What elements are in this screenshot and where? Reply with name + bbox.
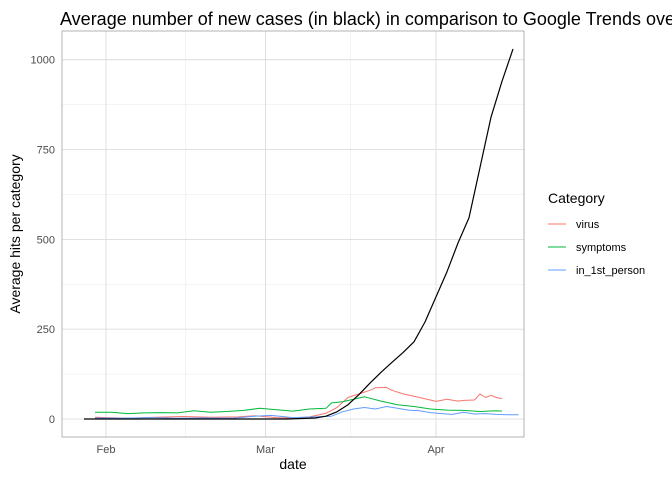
y-tick-label: 500	[37, 234, 55, 246]
y-tick-label: 0	[49, 414, 55, 426]
x-tick-label: Apr	[427, 444, 444, 456]
series-line-in-1st-person	[94, 406, 519, 419]
grid	[62, 31, 524, 437]
legend-label: in_1st_person	[576, 265, 645, 277]
y-tick-label: 1000	[31, 55, 55, 67]
legend-label: symptoms	[576, 242, 627, 254]
series-line-cases	[84, 48, 514, 420]
legend-label: virus	[576, 219, 600, 231]
chart-title: Average number of new cases (in black) i…	[60, 9, 672, 29]
y-axis-title: Average hits per category	[7, 154, 23, 313]
legend: Category virus symptoms in_1st_person	[548, 190, 645, 277]
x-tick-label: Mar	[256, 444, 275, 456]
series-line-symptoms	[95, 396, 503, 415]
series-layer	[84, 48, 519, 420]
x-tick-label: Feb	[97, 444, 116, 456]
x-axis-ticks: Feb Mar Apr	[97, 444, 445, 456]
y-tick-label: 750	[37, 145, 55, 157]
legend-title: Category	[548, 190, 605, 206]
plot-panel	[61, 30, 525, 438]
y-tick-label: 250	[37, 324, 55, 336]
series-line-virus	[94, 386, 503, 419]
x-axis-title: date	[279, 456, 306, 472]
y-axis-ticks: 0 250 500 750 1000	[31, 55, 55, 426]
